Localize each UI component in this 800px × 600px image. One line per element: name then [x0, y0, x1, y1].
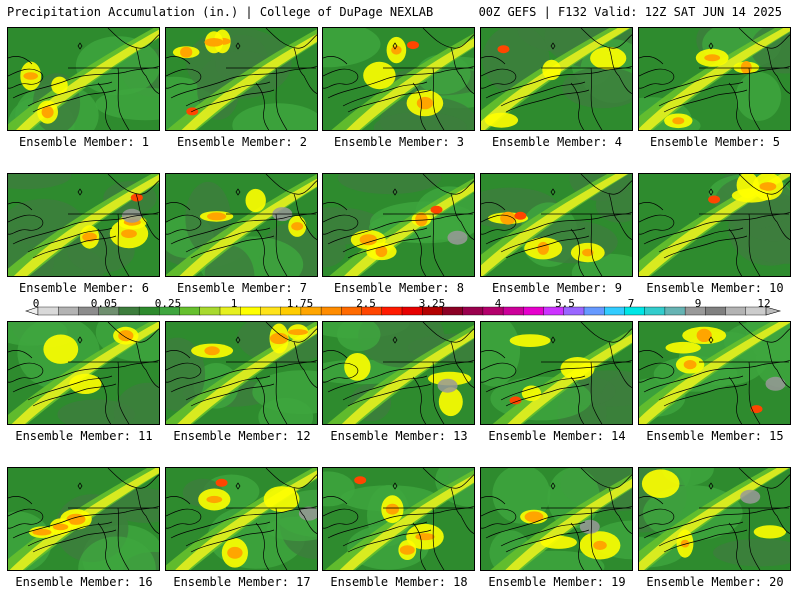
- ensemble-member-map: [638, 27, 791, 131]
- ensemble-member-label: Ensemble Member: 9: [491, 281, 623, 295]
- ensemble-member-label: Ensemble Member: 11: [15, 429, 153, 443]
- ensemble-member-label: Ensemble Member: 8: [333, 281, 465, 295]
- colorbar-swatch: [381, 306, 403, 316]
- colorbar-swatch: [523, 306, 545, 316]
- ensemble-member-map: [7, 467, 160, 571]
- colorbar-tick-label: 9: [694, 297, 702, 310]
- colorbar-tick-label: 7: [627, 297, 635, 310]
- ensemble-member-label: Ensemble Member: 15: [646, 429, 784, 443]
- ensemble-member-label: Ensemble Member: 7: [176, 281, 308, 295]
- ensemble-member-label: Ensemble Member: 4: [491, 135, 623, 149]
- ensemble-member-map: [165, 27, 318, 131]
- colorbar-swatch: [240, 306, 262, 316]
- ensemble-member-label: Ensemble Member: 5: [649, 135, 781, 149]
- ensemble-member-map: [638, 467, 791, 571]
- colorbar-swatch: [725, 306, 747, 316]
- ensemble-member-map: [638, 321, 791, 425]
- colorbar-tick-label: 1: [230, 297, 238, 310]
- colorbar-tick-label: 1.75: [286, 297, 314, 310]
- colorbar-tick-label: 12: [757, 297, 771, 310]
- colorbar-tick-label: 3.25: [418, 297, 446, 310]
- ensemble-member-label: Ensemble Member: 18: [330, 575, 468, 589]
- ensemble-member-map: [480, 173, 633, 277]
- colorbar-swatch: [664, 306, 686, 316]
- colorbar: [25, 306, 782, 316]
- ensemble-member-map: [7, 173, 160, 277]
- colorbar-swatch: [37, 306, 59, 316]
- ensemble-member-label: Ensemble Member: 14: [488, 429, 626, 443]
- ensemble-member-label: Ensemble Member: 20: [646, 575, 784, 589]
- ensemble-member-map: [165, 321, 318, 425]
- colorbar-swatch: [462, 306, 484, 316]
- ensemble-member-label: Ensemble Member: 19: [488, 575, 626, 589]
- ensemble-member-label: Ensemble Member: 16: [15, 575, 153, 589]
- colorbar-tick-label: 2.5: [356, 297, 376, 310]
- ensemble-member-label: Ensemble Member: 17: [173, 575, 311, 589]
- colorbar-swatch: [442, 306, 464, 316]
- ensemble-member-label: Ensemble Member: 6: [18, 281, 150, 295]
- colorbar-swatch: [583, 306, 605, 316]
- ensemble-member-label: Ensemble Member: 3: [333, 135, 465, 149]
- colorbar-swatch: [118, 306, 140, 316]
- ensemble-member-map: [7, 27, 160, 131]
- ensemble-member-label: Ensemble Member: 2: [176, 135, 308, 149]
- colorbar-swatch: [502, 306, 524, 316]
- colorbar-tick-label: 0.05: [90, 297, 118, 310]
- ensemble-member-label: Ensemble Member: 10: [646, 281, 784, 295]
- ensemble-member-map: [322, 27, 475, 131]
- colorbar-swatch: [705, 306, 727, 316]
- colorbar-swatch: [199, 306, 221, 316]
- ensemble-member-map: [7, 321, 160, 425]
- colorbar-swatch: [604, 306, 626, 316]
- colorbar-swatch: [179, 306, 201, 316]
- header-valid-time: 00Z GEFS | F132 Valid: 12Z SAT JUN 14 20…: [478, 5, 782, 19]
- colorbar-swatch: [260, 306, 282, 316]
- colorbar-tick-label: 4: [494, 297, 502, 310]
- ensemble-member-map: [165, 173, 318, 277]
- header-title: Precipitation Accumulation (in.) | Colle…: [7, 5, 434, 19]
- ensemble-member-map: [322, 173, 475, 277]
- ensemble-member-map: [480, 467, 633, 571]
- colorbar-swatch: [58, 306, 80, 316]
- ensemble-member-label: Ensemble Member: 1: [18, 135, 150, 149]
- ensemble-member-map: [322, 467, 475, 571]
- colorbar-tick-label: 0.25: [154, 297, 182, 310]
- ensemble-member-label: Ensemble Member: 12: [173, 429, 311, 443]
- ensemble-member-map: [322, 321, 475, 425]
- colorbar-tick-label: 0: [32, 297, 40, 310]
- ensemble-member-map: [480, 321, 633, 425]
- ensemble-member-map: [480, 27, 633, 131]
- ensemble-member-map: [165, 467, 318, 571]
- ensemble-member-label: Ensemble Member: 13: [330, 429, 468, 443]
- ensemble-member-map: [638, 173, 791, 277]
- colorbar-tick-label: 5.5: [555, 297, 575, 310]
- colorbar-swatch: [320, 306, 342, 316]
- colorbar-swatch: [644, 306, 666, 316]
